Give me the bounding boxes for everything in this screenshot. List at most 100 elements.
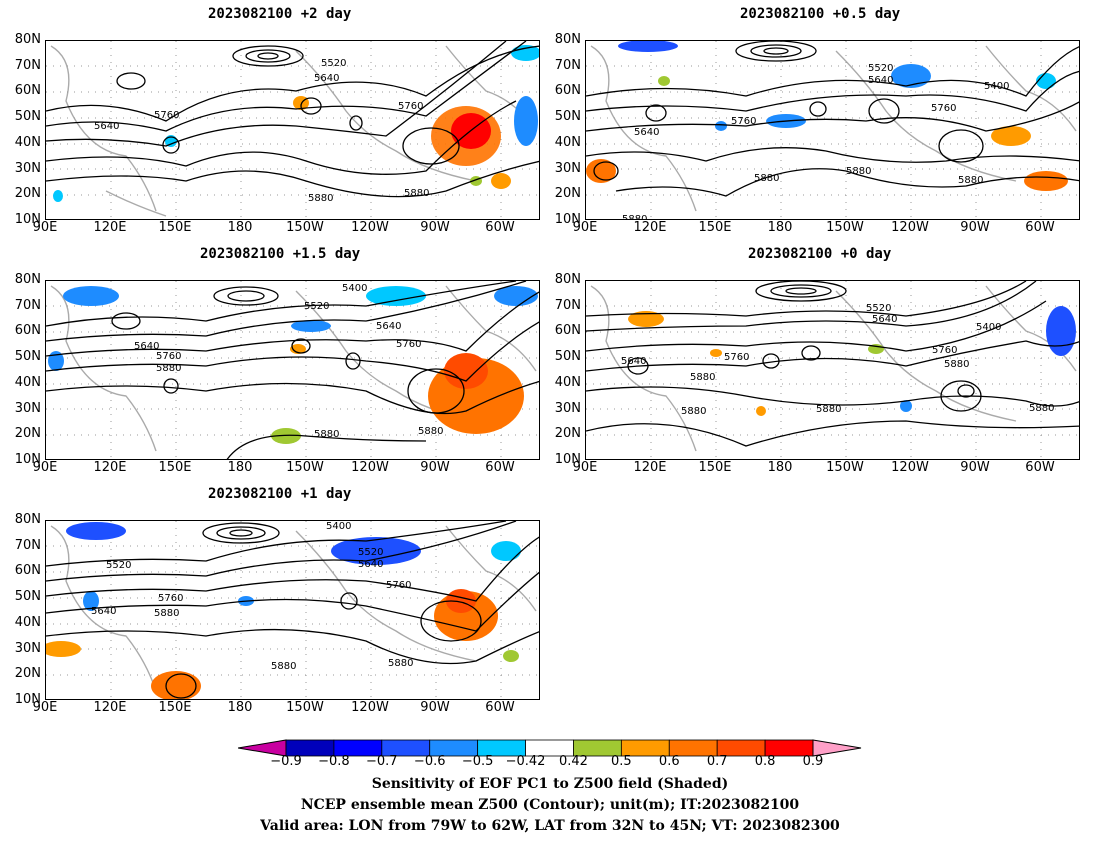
lon-tick-label: 150E — [158, 700, 192, 715]
lat-tick-label: 30N — [14, 160, 41, 176]
contour-label: 5760 — [398, 101, 423, 112]
lon-tick-label: 90E — [32, 220, 58, 235]
contour-label: 5760 — [156, 351, 181, 362]
contour-label: 5400 — [342, 283, 367, 294]
lon-tick-label: 60W — [1025, 220, 1055, 235]
lat-tick-label: 80N — [14, 32, 41, 47]
sensitivity-shading — [48, 286, 538, 444]
caption-line-1: Sensitivity of EOF PC1 to Z500 field (Sh… — [371, 776, 729, 792]
colorbar-tick-label: −0.6 — [413, 754, 446, 769]
map-panel: 5520 5640 5640 5760 5760 5880 5880 — [45, 40, 540, 220]
contour-label: 5880 — [388, 658, 413, 669]
map-panel: 5520 5640 5400 5640 5760 5760 5880 5880 … — [585, 280, 1080, 460]
contour-label: 5520 — [321, 58, 346, 69]
lon-tick-label: 120E — [633, 220, 667, 235]
contour-label: 5520 — [868, 63, 893, 74]
contour-label: 5880 — [816, 404, 841, 415]
contour-label: 5760 — [731, 116, 756, 127]
lon-tick-label: 120E — [93, 460, 127, 475]
lat-tick-label: 60N — [14, 323, 41, 339]
map-plot: 5520 5640 5400 5640 5760 5760 5880 5880 … — [586, 41, 1079, 219]
contour-label: 5640 — [91, 606, 116, 617]
lat-tick-label: 80N — [14, 512, 41, 527]
lon-tick-label: 150W — [826, 460, 864, 475]
contour-label: 5760 — [931, 103, 956, 114]
colorbar-tick-label: 0.42 — [558, 754, 588, 769]
sensitivity-shading — [53, 45, 539, 202]
map-panel: 5400 5520 5640 5640 5760 5760 5880 5880 … — [45, 280, 540, 460]
panel-title: 2023082100 +1 day — [208, 486, 352, 502]
lon-tick-label: 150W — [826, 220, 864, 235]
contour-label: 5880 — [314, 429, 339, 440]
lon-tick-label: 150W — [286, 700, 324, 715]
contour-label: 5640 — [634, 127, 659, 138]
sensitivity-shading — [586, 41, 1068, 191]
lon-tick-label: 150E — [698, 220, 732, 235]
contour-label: 5640 — [376, 321, 401, 332]
lat-tick-label: 50N — [14, 589, 41, 605]
lon-tick-label: 150E — [158, 460, 192, 475]
contour-label: 5640 — [872, 314, 897, 325]
lat-tick-label: 10N — [14, 451, 41, 467]
lon-tick-label: 120W — [351, 700, 389, 715]
lat-tick-label: 80N — [554, 272, 581, 287]
map-panel: 5520 5640 5400 5640 5760 5760 5880 5880 … — [585, 40, 1080, 220]
lat-tick-label: 80N — [554, 32, 581, 47]
contour-label: 5880 — [156, 363, 181, 374]
contour-label: 5760 — [154, 110, 179, 121]
z500-contours — [46, 281, 539, 459]
contour-label: 5760 — [396, 339, 421, 350]
contour-label: 5880 — [404, 188, 429, 199]
caption-line-2: NCEP ensemble mean Z500 (Contour); unit(… — [300, 797, 800, 813]
lon-tick-label: 120E — [93, 700, 127, 715]
lat-tick-label: 70N — [554, 57, 581, 73]
contour-label: 5760 — [932, 345, 957, 356]
z500-contours — [586, 41, 1079, 197]
colorbar-tick-label: 0.8 — [754, 754, 776, 769]
contour-label: 5520 — [304, 301, 329, 312]
lat-tick-label: 70N — [14, 57, 41, 73]
colorbar-tick-label: −0.9 — [270, 754, 302, 769]
coastlines — [590, 45, 1077, 212]
lon-tick-label: 90W — [420, 700, 450, 715]
contour-label: 5400 — [984, 81, 1009, 92]
colorbar-high-arrow — [812, 739, 862, 757]
map-panel: 5400 5520 5640 5520 5640 5760 5760 5880 … — [45, 520, 540, 700]
lon-tick-label: 90W — [420, 460, 450, 475]
lat-tick-label: 20N — [554, 426, 581, 442]
lat-tick-label: 60N — [14, 83, 41, 99]
lon-tick-label: 60W — [485, 220, 515, 235]
colorbar-tick-label: −0.42 — [505, 754, 546, 769]
lat-tick-label: 40N — [554, 134, 581, 150]
contour-label: 5640 — [868, 75, 893, 86]
colorbar-tick-label: −0.8 — [318, 754, 350, 769]
lon-tick-label: 180 — [767, 220, 793, 235]
contour-label: 5880 — [958, 175, 983, 186]
z500-contours — [46, 41, 539, 198]
lon-tick-label: 180 — [227, 700, 253, 715]
lon-tick-label: 60W — [1025, 460, 1055, 475]
lon-tick-label: 60W — [485, 460, 515, 475]
colorbar-tick-label: 0.6 — [658, 754, 680, 769]
lat-tick-label: 30N — [14, 400, 41, 416]
lat-tick-label: 20N — [14, 426, 41, 442]
map-plot: 5520 5640 5400 5640 5760 5760 5880 5880 … — [586, 281, 1079, 459]
contour-labels: 5400 5520 5640 5640 5760 5760 5880 5880 … — [134, 283, 443, 440]
lat-tick-label: 10N — [14, 691, 41, 707]
colorbar-tick-label: −0.5 — [461, 754, 494, 769]
coastlines — [50, 45, 537, 217]
lon-tick-label: 150E — [698, 460, 732, 475]
lon-tick-label: 120W — [351, 220, 389, 235]
contour-label: 5520 — [358, 547, 383, 558]
lat-tick-label: 30N — [554, 400, 581, 416]
contour-label: 5640 — [94, 121, 119, 132]
contour-label: 5880 — [308, 193, 333, 204]
contour-label: 5880 — [154, 608, 179, 619]
lon-tick-label: 150W — [286, 460, 324, 475]
lon-tick-label: 90W — [420, 220, 450, 235]
contour-label: 5880 — [271, 661, 296, 672]
contour-label: 5760 — [724, 352, 749, 363]
lat-tick-label: 50N — [14, 109, 41, 125]
contour-label: 5880 — [846, 166, 871, 177]
lon-tick-label: 180 — [767, 460, 793, 475]
